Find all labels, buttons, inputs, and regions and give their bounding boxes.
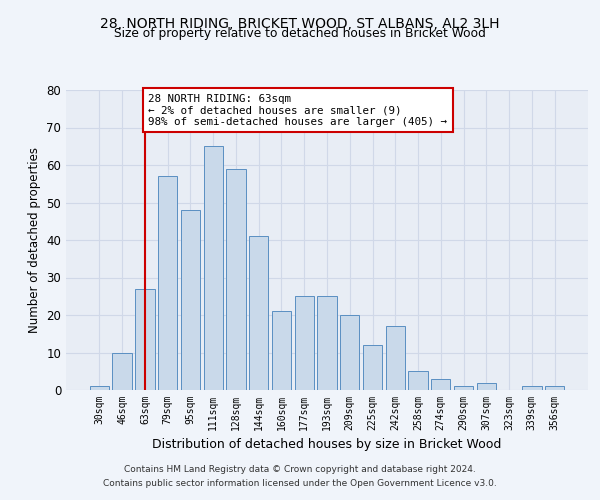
Bar: [226, 169, 245, 390]
Text: Size of property relative to detached houses in Bricket Wood: Size of property relative to detached ho…: [114, 28, 486, 40]
Bar: [112, 352, 132, 390]
Bar: [363, 345, 382, 390]
Bar: [272, 311, 291, 390]
Bar: [181, 210, 200, 390]
Bar: [545, 386, 564, 390]
Bar: [454, 386, 473, 390]
Bar: [90, 386, 109, 390]
Bar: [386, 326, 405, 390]
Bar: [295, 296, 314, 390]
Bar: [340, 315, 359, 390]
Bar: [409, 371, 428, 390]
Text: Contains HM Land Registry data © Crown copyright and database right 2024.
Contai: Contains HM Land Registry data © Crown c…: [103, 466, 497, 487]
Bar: [476, 382, 496, 390]
X-axis label: Distribution of detached houses by size in Bricket Wood: Distribution of detached houses by size …: [152, 438, 502, 452]
Text: 28 NORTH RIDING: 63sqm
← 2% of detached houses are smaller (9)
98% of semi-detac: 28 NORTH RIDING: 63sqm ← 2% of detached …: [148, 94, 448, 127]
Bar: [135, 289, 155, 390]
Bar: [522, 386, 542, 390]
Bar: [431, 379, 451, 390]
Y-axis label: Number of detached properties: Number of detached properties: [28, 147, 41, 333]
Bar: [317, 296, 337, 390]
Bar: [249, 236, 268, 390]
Bar: [158, 176, 178, 390]
Bar: [203, 146, 223, 390]
Text: 28, NORTH RIDING, BRICKET WOOD, ST ALBANS, AL2 3LH: 28, NORTH RIDING, BRICKET WOOD, ST ALBAN…: [100, 18, 500, 32]
